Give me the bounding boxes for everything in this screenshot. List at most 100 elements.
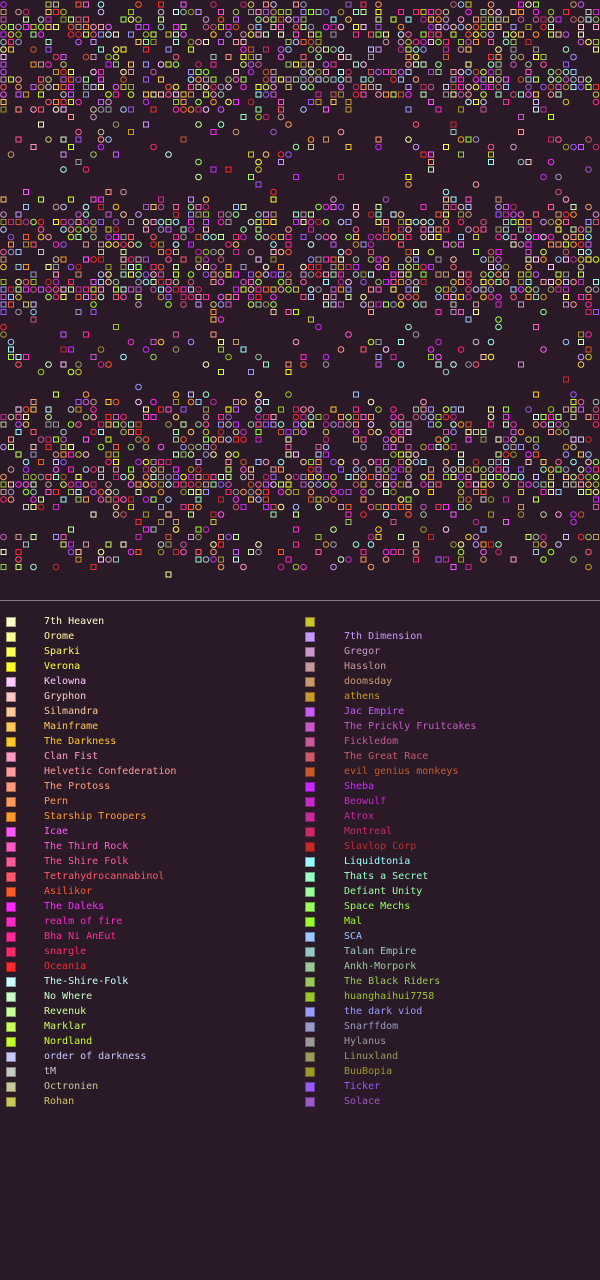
territory-marker[interactable]: [368, 46, 374, 53]
territory-marker[interactable]: [225, 219, 232, 225]
unit-marker[interactable]: [502, 481, 510, 488]
territory-marker[interactable]: [315, 91, 322, 98]
territory-marker[interactable]: [30, 279, 37, 285]
territory-marker[interactable]: [210, 511, 217, 518]
territory-marker[interactable]: [398, 451, 404, 458]
unit-marker[interactable]: [420, 473, 427, 481]
unit-marker[interactable]: [427, 218, 435, 226]
unit-marker[interactable]: [225, 98, 232, 106]
territory-marker[interactable]: [495, 24, 502, 30]
unit-marker[interactable]: [202, 361, 210, 368]
territory-marker[interactable]: [533, 46, 539, 53]
unit-marker[interactable]: [195, 503, 202, 511]
territory-marker[interactable]: [225, 466, 232, 473]
unit-marker[interactable]: [592, 481, 600, 488]
territory-marker[interactable]: [375, 31, 382, 38]
territory-marker[interactable]: [533, 549, 539, 555]
unit-marker[interactable]: [240, 31, 247, 38]
unit-marker[interactable]: [337, 278, 345, 286]
territory-marker[interactable]: [120, 234, 127, 240]
unit-marker[interactable]: [555, 68, 562, 76]
territory-marker[interactable]: [345, 99, 352, 105]
unit-marker[interactable]: [397, 46, 405, 53]
territory-marker[interactable]: [473, 489, 479, 495]
unit-marker[interactable]: [180, 301, 187, 308]
unit-marker[interactable]: [472, 83, 480, 91]
territory-marker[interactable]: [285, 429, 292, 435]
territory-marker[interactable]: [480, 474, 487, 480]
unit-marker[interactable]: [345, 68, 352, 76]
territory-marker[interactable]: [233, 436, 239, 443]
territory-marker[interactable]: [585, 241, 592, 248]
unit-marker[interactable]: [120, 211, 127, 218]
territory-marker[interactable]: [293, 219, 299, 225]
territory-marker[interactable]: [563, 271, 569, 278]
unit-marker[interactable]: [322, 421, 330, 428]
territory-marker[interactable]: [45, 264, 52, 270]
territory-marker[interactable]: [135, 256, 142, 263]
unit-marker[interactable]: [97, 128, 105, 136]
unit-marker[interactable]: [367, 428, 375, 436]
territory-marker[interactable]: [420, 151, 427, 158]
unit-marker[interactable]: [427, 83, 435, 91]
territory-marker[interactable]: [548, 241, 554, 248]
territory-marker[interactable]: [398, 91, 404, 98]
unit-marker[interactable]: [405, 38, 412, 46]
territory-marker[interactable]: [113, 496, 119, 503]
territory-marker[interactable]: [8, 241, 14, 248]
unit-marker[interactable]: [187, 293, 195, 301]
unit-marker[interactable]: [202, 451, 210, 458]
territory-marker[interactable]: [210, 61, 217, 68]
unit-marker[interactable]: [232, 241, 240, 248]
territory-marker[interactable]: [555, 211, 562, 218]
territory-marker[interactable]: [465, 204, 472, 210]
territory-marker[interactable]: [23, 474, 29, 480]
territory-marker[interactable]: [60, 294, 67, 300]
territory-marker[interactable]: [383, 504, 389, 510]
territory-marker[interactable]: [180, 256, 187, 263]
unit-marker[interactable]: [172, 391, 180, 398]
unit-marker[interactable]: [142, 278, 150, 286]
territory-marker[interactable]: [503, 466, 509, 473]
territory-marker[interactable]: [270, 211, 277, 218]
unit-marker[interactable]: [360, 473, 367, 481]
territory-marker[interactable]: [173, 451, 179, 458]
territory-marker[interactable]: [30, 534, 37, 540]
unit-marker[interactable]: [532, 31, 540, 38]
unit-marker[interactable]: [577, 398, 585, 406]
territory-marker[interactable]: [480, 354, 487, 360]
territory-marker[interactable]: [443, 294, 449, 300]
unit-marker[interactable]: [577, 533, 585, 541]
territory-marker[interactable]: [143, 406, 149, 413]
territory-marker[interactable]: [368, 301, 374, 308]
territory-marker[interactable]: [53, 489, 59, 495]
territory-marker[interactable]: [195, 256, 202, 263]
territory-marker[interactable]: [563, 474, 569, 480]
unit-marker[interactable]: [307, 286, 315, 293]
unit-marker[interactable]: [420, 38, 427, 46]
territory-marker[interactable]: [98, 84, 104, 90]
unit-marker[interactable]: [517, 211, 525, 218]
unit-marker[interactable]: [525, 91, 532, 98]
territory-marker[interactable]: [540, 279, 547, 285]
unit-marker[interactable]: [180, 488, 187, 496]
unit-marker[interactable]: [277, 46, 285, 53]
unit-marker[interactable]: [127, 241, 135, 248]
territory-marker[interactable]: [158, 466, 164, 473]
territory-marker[interactable]: [225, 264, 232, 270]
territory-marker[interactable]: [98, 69, 104, 75]
territory-marker[interactable]: [420, 91, 427, 98]
territory-marker[interactable]: [210, 481, 217, 488]
territory-marker[interactable]: [435, 256, 442, 263]
unit-marker[interactable]: [487, 68, 495, 76]
unit-marker[interactable]: [187, 38, 195, 46]
unit-marker[interactable]: [300, 83, 307, 91]
unit-marker[interactable]: [165, 151, 172, 158]
territory-marker[interactable]: [323, 301, 329, 308]
unit-marker[interactable]: [255, 481, 262, 488]
territory-marker[interactable]: [0, 294, 7, 300]
territory-marker[interactable]: [203, 76, 209, 83]
territory-marker[interactable]: [435, 69, 442, 75]
territory-marker[interactable]: [503, 459, 509, 465]
territory-marker[interactable]: [83, 436, 89, 443]
